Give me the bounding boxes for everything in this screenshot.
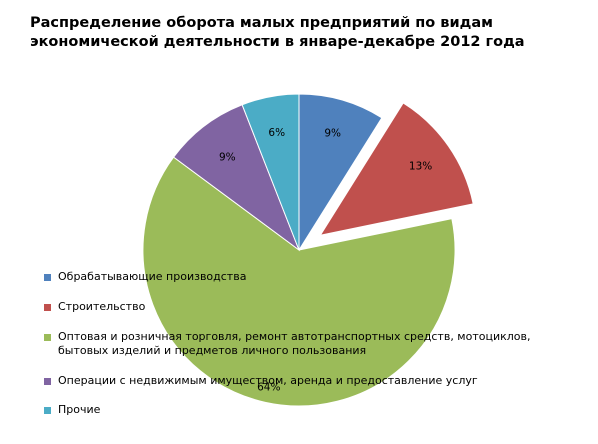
pie-slice-2 (319, 102, 474, 236)
slice-label-5: 6% (268, 127, 285, 139)
pie-slice-3 (142, 156, 456, 407)
legend-item-2: Строительство (44, 300, 558, 314)
legend-item-3: Оптовая и розничная торговля, ремонт авт… (44, 330, 558, 358)
legend-label: Операции с недвижимым имуществом, аренда… (58, 374, 478, 387)
pie-labels: 9% 13% 64% 9% 6% (219, 127, 432, 394)
legend-item-4: Операции с недвижимым имуществом, аренда… (44, 374, 558, 388)
slice-label-3: 64% (257, 382, 280, 394)
legend-swatch (44, 274, 51, 281)
pie-slice-4 (172, 104, 301, 252)
legend-label: Строительство (58, 300, 146, 313)
legend-item-5: Прочие (44, 403, 558, 417)
legend-item-1: Обрабатывающие производства (44, 270, 558, 284)
slice-label-2: 13% (409, 161, 432, 173)
pie-slice-5 (241, 93, 300, 251)
legend-label: Прочие (58, 403, 101, 416)
legend-swatch (44, 334, 51, 341)
pie-slices (142, 93, 474, 407)
slice-label-1: 9% (324, 128, 341, 140)
legend-label: Оптовая и розничная торговля, ремонт авт… (58, 330, 531, 357)
legend-swatch (44, 304, 51, 311)
legend-swatch (44, 407, 51, 414)
slice-label-4: 9% (219, 151, 236, 163)
legend-swatch (44, 378, 51, 385)
pie-slice-1 (298, 93, 383, 252)
chart-title: Распределение оборота малых предприятий … (30, 15, 525, 50)
legend-label: Обрабатывающие производства (58, 270, 247, 283)
